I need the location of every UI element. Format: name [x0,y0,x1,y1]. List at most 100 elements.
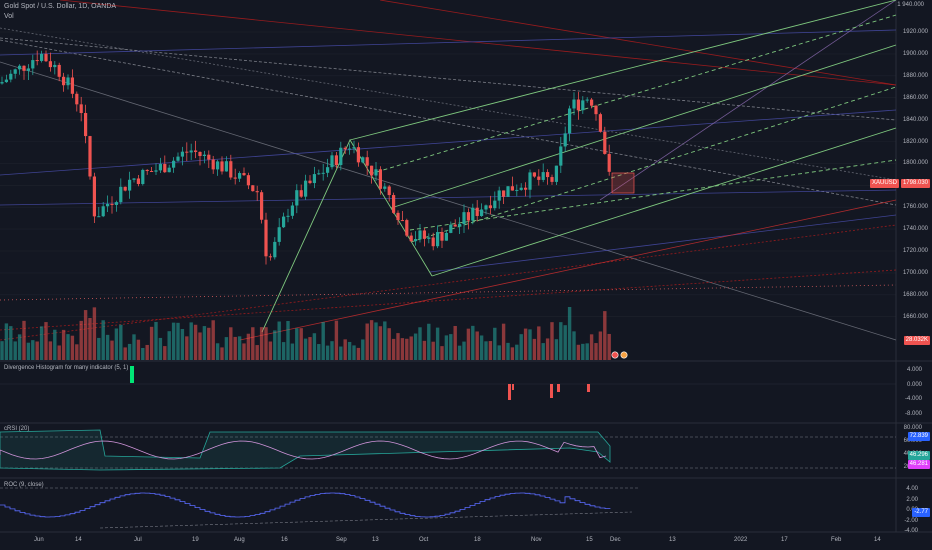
volume-label: Vol [4,13,14,20]
volume-bar [519,334,523,360]
candle-body [326,167,330,173]
volume-bar [312,333,317,360]
volume-bar [154,321,158,360]
volume-bar [365,323,369,360]
candle-body [268,256,272,258]
price-axis-label: 1740.000 [902,226,928,233]
volume-bar [295,328,299,360]
price-axis-label: 1800.000 [902,160,928,167]
volume-bar [110,340,114,360]
volume-bar [79,320,83,360]
candle-body [194,150,198,152]
volume-bar [537,326,541,360]
time-axis-label: Feb [831,537,842,543]
pitchfork-line [431,127,897,277]
candle-body [62,76,66,86]
candle-body [497,190,501,201]
volume-bar [229,327,233,360]
volume-bar [361,339,365,360]
volume-bar [453,325,457,360]
volume-bar [330,341,334,360]
candle-body [480,209,484,216]
volume-bar [281,342,286,360]
volume-bar [347,341,352,360]
candle-body [35,60,39,62]
candle-body [154,170,158,172]
price-axis-label: 1880.000 [902,72,928,79]
pitchfork[interactable] [261,0,897,333]
volume-bar [356,347,361,360]
candle-body [502,190,506,197]
volume-bar [224,337,229,360]
volume-bar [484,341,488,360]
histogram-bar [550,384,553,398]
volume-bar [308,337,312,360]
volume-bar [435,327,440,360]
candle-body [44,53,48,62]
candle-body [84,113,88,137]
volume-bar [215,343,220,360]
volume-bar [167,331,171,360]
roc-value-tag: -2.77 [912,508,930,517]
candle-body [48,61,52,68]
candle-body [405,220,409,236]
volume-bar [378,326,383,360]
roc-axis-label: -4.00 [904,528,918,534]
event-marker-icon[interactable] [611,351,619,359]
volume-bar [325,345,330,360]
candle-body [0,82,4,84]
candle-body [92,176,96,217]
volume-bar [554,339,559,360]
candle-body [484,205,488,210]
price-axis-label: 1900.000 [902,50,928,57]
roc-axis-label: 0.00 [906,507,918,513]
crsi-channel [0,429,611,471]
volume-bar [563,325,567,360]
candle-body [97,216,101,218]
candle-body [180,151,184,157]
candle-body [563,133,567,147]
trendline [0,269,897,331]
candle-body [66,77,70,86]
candle-body [273,241,277,258]
divergence-axis-label: -4.000 [904,396,922,402]
candle-body [471,207,475,221]
volume-bar [603,311,607,360]
candle-body [101,206,105,217]
candle-body [119,186,123,203]
candle-body [158,164,162,171]
time-axis-label: Oct [419,537,429,543]
crsi-axis-label: 80.000 [903,425,922,431]
pitchfork-line [390,44,897,209]
roc-plot [0,487,640,529]
candle-body [246,175,250,186]
volume-bar [532,338,537,360]
divergence-axis-label: 0.000 [906,381,922,388]
volume-bar [515,344,519,360]
volume-bar [290,343,295,360]
candle-body [422,230,426,239]
volume-bar [589,334,594,360]
volume-bar [97,337,101,360]
volume-bar [268,341,273,360]
target-zone-box[interactable] [611,172,635,194]
candle-body [506,186,510,197]
trendline [0,224,897,341]
candle-body [431,237,435,247]
candle-body [378,169,382,189]
volume-bar [339,346,343,360]
trendlines[interactable] [0,0,897,341]
candle-body [211,159,215,170]
volume-bar [501,323,506,360]
volume-bar [559,322,563,360]
grid [0,31,896,318]
volume-bar [242,343,246,360]
candle-body [515,189,519,191]
volume-bar [550,322,554,360]
candlesticks [0,50,611,265]
event-marker-icon[interactable] [620,351,628,359]
candle-body [449,224,453,233]
time-axis-label: 13 [669,537,676,543]
volume-bar [431,341,435,360]
